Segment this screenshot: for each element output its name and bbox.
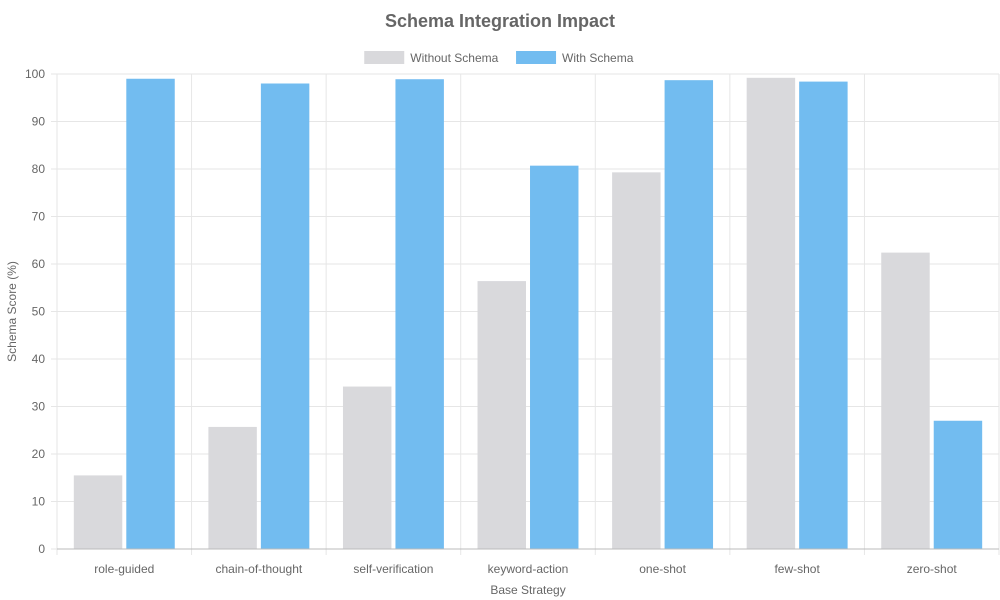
- bar-without-schema: [881, 252, 930, 549]
- legend-label: Without Schema: [410, 51, 498, 65]
- bar-with-schema: [530, 165, 579, 550]
- bar-without-schema: [342, 386, 392, 549]
- bar-with-schema: [126, 78, 175, 549]
- x-tick-label: keyword-action: [488, 562, 569, 576]
- bar-with-schema: [933, 420, 983, 549]
- y-tick-label: 60: [32, 257, 46, 271]
- bar-without-schema: [73, 475, 123, 550]
- bar-with-schema: [664, 80, 714, 550]
- y-axis-ticks: 0 10 20 30 40 50 60 70 80 90 100: [25, 67, 45, 556]
- y-tick-label: 0: [38, 542, 45, 556]
- x-tick-label: role-guided: [94, 562, 154, 576]
- x-tick-label: few-shot: [774, 562, 820, 576]
- bar-without-schema: [612, 172, 661, 549]
- y-tick-label: 40: [32, 352, 46, 366]
- legend: Without Schema With Schema: [364, 51, 634, 65]
- bar-without-schema: [208, 426, 257, 549]
- y-tick-label: 90: [32, 115, 46, 129]
- x-tick-label: self-verification: [353, 562, 433, 576]
- y-tick-label: 70: [32, 210, 46, 224]
- y-tick-label: 100: [25, 67, 45, 81]
- y-tick-label: 50: [32, 305, 46, 319]
- legend-item: With Schema: [516, 51, 634, 65]
- y-axis-title: Schema Score (%): [5, 261, 19, 362]
- legend-swatch: [364, 51, 405, 64]
- bar-with-schema: [260, 83, 310, 549]
- x-axis-title: Base Strategy: [490, 583, 565, 597]
- x-tick-label: zero-shot: [907, 562, 958, 576]
- bar-without-schema: [746, 77, 796, 550]
- chart-title: Schema Integration Impact: [385, 11, 615, 31]
- bar-with-schema: [799, 81, 848, 549]
- legend-swatch: [516, 51, 557, 64]
- x-axis-ticks: role-guided chain-of-thought self-verifica…: [94, 562, 957, 576]
- y-tick-label: 80: [32, 162, 46, 176]
- legend-item: Without Schema: [364, 51, 499, 65]
- x-tick-label: one-shot: [639, 562, 686, 576]
- y-tick-label: 30: [32, 400, 46, 414]
- x-tick-label: chain-of-thought: [215, 562, 302, 576]
- y-tick-label: 10: [32, 495, 46, 509]
- bars: [73, 77, 983, 550]
- bar-with-schema: [395, 79, 444, 549]
- bar-without-schema: [477, 281, 526, 549]
- y-tick-label: 20: [32, 447, 46, 461]
- legend-label: With Schema: [562, 51, 634, 65]
